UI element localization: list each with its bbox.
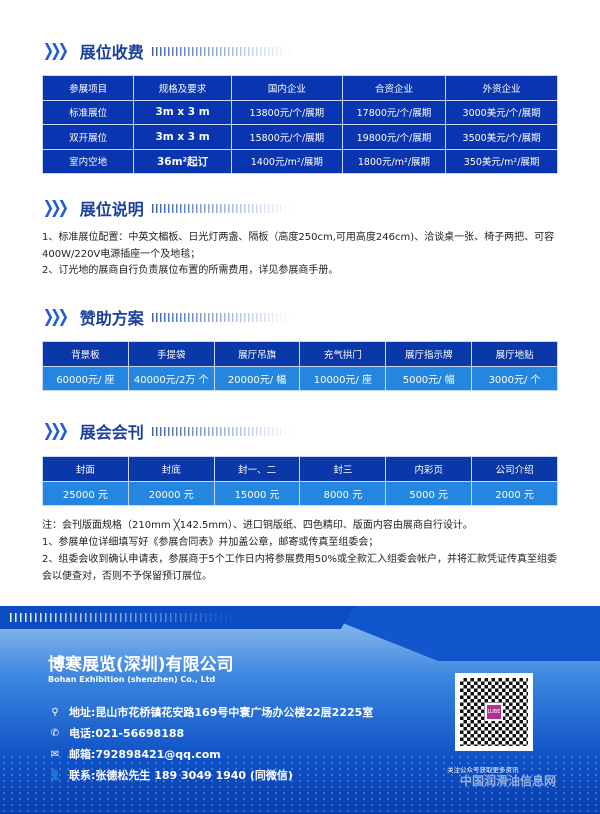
qr-caption: 关注公众号获取更多资讯	[447, 766, 519, 774]
company-name-en: Bohan Exhibition (shenzhen) Co., Ltd	[48, 675, 216, 684]
contact: 👤 联系:张德松先生 189 3049 1940 (同微信)	[48, 769, 293, 782]
fees-table: 参展项目 规格及要求 国内企业 合资企业 外资企业 标准展位 3m x 3 m 13800元…	[41, 75, 558, 174]
section-header-sponsor: ❯❯❯ 赞助方案	[40, 306, 292, 328]
divider	[151, 203, 292, 213]
chevrons-icon: ❯❯❯	[42, 421, 69, 441]
phone: ✆ 电话:021-56698188	[48, 725, 184, 741]
table-header-row: 参展项目 规格及要求 国内企业 合资企业 外资企业	[41, 75, 558, 101]
section-header-fees: ❯❯❯ 展位收费	[40, 40, 292, 62]
section-header-journal: ❯❯❯ 展会会刊	[40, 420, 292, 442]
journal-notes: 注：会刊版面规格（210mm ╳142.5mm）、进口铜版纸、四色精印、版面内容…	[42, 520, 557, 582]
phone-icon: ✆	[50, 727, 60, 739]
divider	[151, 46, 292, 56]
sponsor-table: 背景板 手提袋 展厅吊旗 充气拱门 展厅指示牌 展厅地贴 60000元/ 座 40000元/…	[42, 341, 558, 391]
company-name: 博寒展览(深圳)有限公司	[48, 655, 234, 675]
footer: 博寒展览(深圳)有限公司 Bohan Exhibition (shenzhen)…	[0, 606, 600, 814]
table-row: 25000 元 20000 元 15000 元 8000 元 5000 元 2000 元	[42, 481, 558, 506]
table-row: 标准展位 3m x 3 m 13800元/个/展期 17800元/个/展期 3000美元…	[41, 99, 558, 125]
section-header-notes: ❯❯❯ 展位说明	[40, 197, 292, 219]
table-row: 60000元/ 座 40000元/2万 个 20000元/ 幅 10000元/ 座 50…	[42, 366, 558, 391]
table-row: 双开展位 3m x 3 m 15800元/个/展期 19800元/个/展期 3500美元…	[41, 124, 558, 150]
table-header-row: 封面 封底 封一、二 封三 内彩页 公司介绍	[42, 456, 558, 482]
watermark: 中国润滑油信息网	[460, 774, 557, 788]
table-header-row: 背景板 手提袋 展厅吊旗 充气拱门 展厅指示牌 展厅地贴	[42, 341, 558, 367]
person-icon: 👤	[48, 769, 62, 781]
mail-icon: ✉	[50, 748, 60, 760]
address: ⚲ 地址:昆山市花桥镇花安路169号中寰广场办公楼22层2225室	[48, 704, 373, 720]
divider	[151, 426, 292, 436]
chevrons-icon: ❯❯❯	[42, 198, 69, 218]
chevrons-icon: ❯❯❯	[42, 307, 69, 327]
chevrons-icon: ❯❯❯	[42, 41, 69, 61]
location-pin-icon: ⚲	[51, 706, 59, 718]
booth-notes: 1、标准展位配置：中英文楣板、日光灯两盏、隔板（高度250cm,可用高度246c…	[42, 232, 555, 276]
table-row: 室内空地 36m²起订 1400元/m²/展期 1800元/m²/展期 350美元/m²…	[41, 148, 558, 174]
email: ✉ 邮箱:792898421@qq.com	[48, 746, 221, 762]
divider	[151, 312, 292, 322]
qr-code: LUBE	[455, 673, 533, 751]
